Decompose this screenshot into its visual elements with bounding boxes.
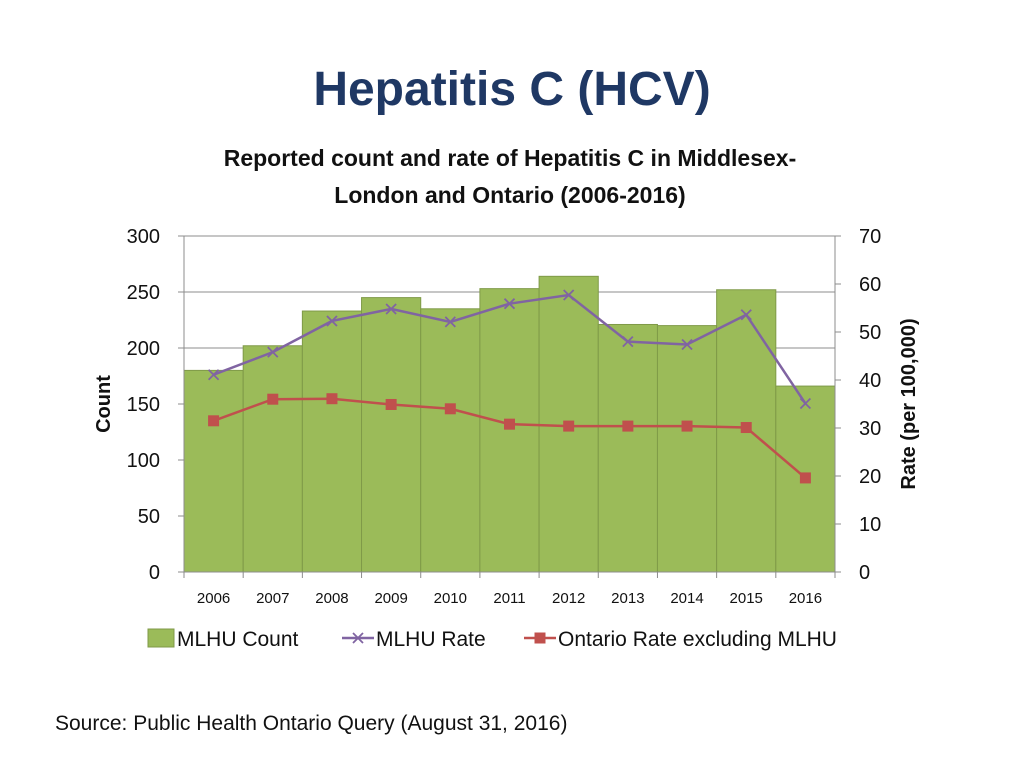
marker-stroke <box>326 315 338 327</box>
marker-stroke <box>681 338 693 351</box>
bar-2007 <box>242 345 303 573</box>
point-mlhu-rate-2010 <box>444 316 456 328</box>
y-tick-label: 100 <box>127 450 160 472</box>
legend-label-ontario-rate: Ontario Rate excluding MLHU <box>558 628 837 651</box>
legend-swatch-mlhu-count <box>147 628 175 648</box>
marker-stroke <box>503 298 516 310</box>
bar-2013 <box>597 323 658 573</box>
point-mlhu-rate-2009 <box>385 303 397 315</box>
y2-tick-label: 40 <box>859 370 881 392</box>
point-ontario-rate-excluding-mlhu-2014 <box>681 420 693 432</box>
x-tick-label: 2007 <box>256 590 289 607</box>
marker-stroke <box>799 397 812 410</box>
slide-title: Hepatitis C (HCV) <box>313 63 711 116</box>
chart-title-line-2: London and Ontario (2006-2016) <box>334 182 686 208</box>
x-tick-label: 2014 <box>670 590 703 607</box>
y2-tick-label: 50 <box>859 322 881 344</box>
y-tick-label: 50 <box>138 506 160 528</box>
point-mlhu-rate-2014 <box>681 338 693 351</box>
point-ontario-rate-excluding-mlhu-2010 <box>444 403 456 415</box>
x-tick-label: 2015 <box>730 590 763 607</box>
marker-stroke <box>207 369 220 381</box>
axis-labels: 0 50 100 150 200 250 300 0 10 20 30 40 50 60 70 2006 200… <box>93 226 920 607</box>
y-tick-label: 150 <box>127 394 160 416</box>
point-mlhu-rate-2007 <box>267 346 279 358</box>
legend-marker-ontario-rate <box>534 632 546 644</box>
x-tick-label: 2011 <box>493 590 525 607</box>
marker-stroke <box>622 335 634 348</box>
y2-tick-label: 30 <box>859 418 881 440</box>
legend: MLHU Count MLHU Rate Ontario Rate excludin… <box>147 628 837 651</box>
point-mlhu-rate-2016 <box>799 397 812 410</box>
y2-tick-label: 10 <box>859 514 881 536</box>
marker-stroke <box>444 316 456 328</box>
point-mlhu-rate-2011 <box>503 298 516 310</box>
point-ontario-rate-excluding-mlhu-2012 <box>563 420 575 432</box>
legend-marker-mlhu-rate <box>352 632 364 644</box>
point-ontario-rate-excluding-mlhu-2008 <box>326 393 338 405</box>
chart-title: Reported count and rate of Hepatitis C i… <box>160 140 860 214</box>
x-tick-label: 2009 <box>374 590 407 607</box>
marker-stroke <box>385 303 397 315</box>
y-tick-label: 250 <box>127 282 160 304</box>
bar-series-mlhu-count <box>183 275 836 573</box>
bar-2010 <box>420 308 481 573</box>
marker-stroke <box>267 346 279 358</box>
point-mlhu-rate-2012 <box>563 289 575 301</box>
x-tick-label: 2008 <box>315 590 348 607</box>
point-ontario-rate-excluding-mlhu-2016 <box>799 472 811 484</box>
legend-label-mlhu-count: MLHU Count <box>177 628 299 651</box>
bar-2006 <box>183 369 244 573</box>
y2-tick-label: 20 <box>859 466 881 488</box>
point-mlhu-rate-2008 <box>326 315 338 327</box>
source-note: Source: Public Health Ontario Query (Aug… <box>55 712 568 735</box>
y-tick-label: 300 <box>127 226 160 248</box>
y-axis-title: Count <box>93 375 115 433</box>
point-mlhu-rate-2015 <box>740 309 752 321</box>
y-tick-label: 200 <box>127 338 160 360</box>
x-tick-label: 2012 <box>552 590 585 607</box>
bar-2009 <box>361 297 422 573</box>
bar-2011 <box>479 288 540 573</box>
x-tick-label: 2006 <box>197 590 230 607</box>
y-tick-label: 0 <box>149 562 160 584</box>
point-ontario-rate-excluding-mlhu-2007 <box>267 393 279 405</box>
point-mlhu-rate-2006 <box>207 369 220 381</box>
line-series <box>207 289 812 484</box>
bar-2008 <box>301 310 363 573</box>
marker-stroke <box>740 309 752 321</box>
point-ontario-rate-excluding-mlhu-2006 <box>208 415 220 427</box>
point-mlhu-rate-2013 <box>622 335 634 348</box>
point-ontario-rate-excluding-mlhu-2011 <box>504 418 515 430</box>
y2-axis-title: Rate (per 100,000) <box>898 318 920 489</box>
point-ontario-rate-excluding-mlhu-2015 <box>740 422 752 434</box>
axes <box>178 235 841 578</box>
x-tick-label: 2010 <box>434 590 467 607</box>
x-tick-label: 2013 <box>611 590 644 607</box>
chart-title-line-1: Reported count and rate of Hepatitis C i… <box>223 145 797 171</box>
y2-tick-label: 70 <box>859 226 881 248</box>
y2-tick-label: 0 <box>859 562 870 584</box>
bar-2014 <box>656 325 718 573</box>
legend-label-mlhu-rate: MLHU Rate <box>376 628 486 651</box>
x-tick-label: 2016 <box>789 590 822 607</box>
marker-stroke <box>563 289 575 301</box>
marker-stroke <box>352 632 364 644</box>
point-ontario-rate-excluding-mlhu-2009 <box>385 398 397 410</box>
y2-tick-label: 60 <box>859 274 881 296</box>
point-ontario-rate-excluding-mlhu-2013 <box>622 420 634 432</box>
